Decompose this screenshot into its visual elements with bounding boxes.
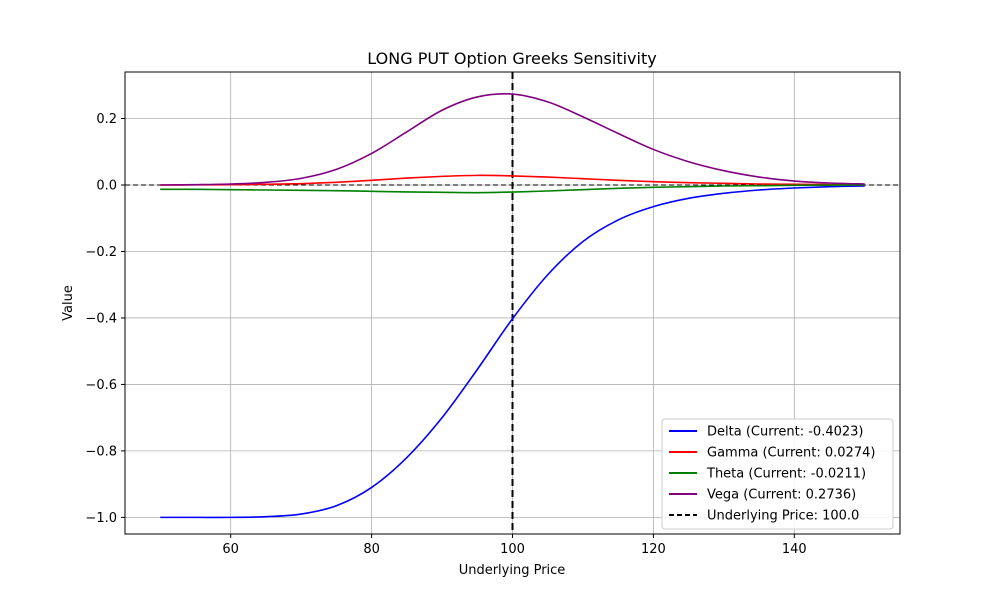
x-tick-label: 100 [500,542,525,557]
legend-label: Gamma (Current: 0.0274) [707,446,875,461]
y-tick-label: −0.8 [85,444,117,459]
legend-label: Theta (Current: -0.0211) [706,467,866,482]
legend-label: Underlying Price: 100.0 [707,509,859,524]
x-ticks: 60 80 100 120 140 [222,534,807,557]
vega-series-line [160,92,865,186]
gamma-series-line [160,174,865,186]
series-lines [160,92,865,519]
delta-series-line [160,185,865,519]
y-tick-label: −1.0 [85,511,117,526]
legend: Delta (Current: -0.4023) Gamma (Current: … [661,418,894,530]
y-tick-label: 0.2 [96,112,117,127]
legend-label: Delta (Current: -0.4023) [707,425,863,440]
theta-series-line [160,184,865,194]
x-tick-label: 60 [222,542,239,557]
y-tick-label: −0.4 [85,311,117,326]
legend-box [661,418,894,530]
y-tick-label: −0.2 [85,245,117,260]
y-tick-label: −0.6 [85,378,117,393]
y-axis-label: Value [61,285,76,321]
legend-label: Vega (Current: 0.2736) [707,488,856,503]
x-tick-label: 120 [641,542,666,557]
x-tick-label: 140 [782,542,807,557]
x-axis-label: Underlying Price [459,563,566,578]
y-ticks: −1.0 −0.8 −0.6 −0.4 −0.2 0.0 0.2 [85,112,125,526]
x-tick-label: 80 [363,542,380,557]
y-tick-label: 0.0 [96,179,117,194]
chart-title: LONG PUT Option Greeks Sensitivity [367,49,656,68]
